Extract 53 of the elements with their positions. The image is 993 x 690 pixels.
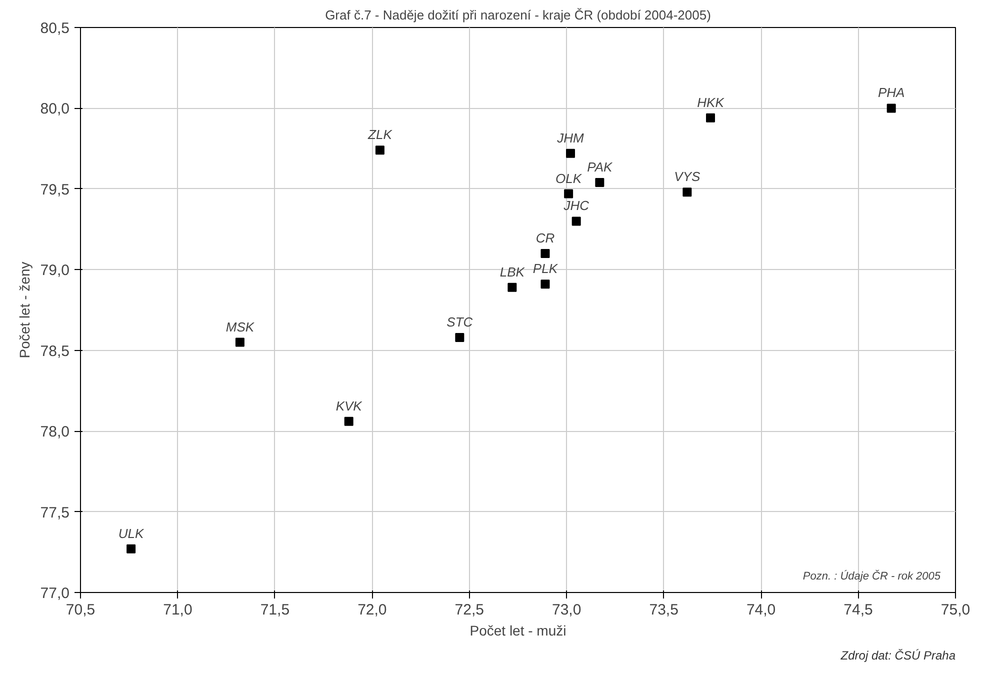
x-tick-label: 75,0 [940, 602, 970, 618]
point [508, 282, 517, 292]
annotation: HKK [697, 94, 726, 110]
point [566, 148, 575, 158]
annotation: CR [536, 230, 555, 246]
y-tick-label: 79,5 [40, 181, 70, 198]
point [595, 178, 604, 187]
y-axis-title: Počet let - ženy [16, 262, 32, 358]
x-tick-label: 71,0 [163, 602, 192, 618]
y-tick-label: 77,5 [40, 504, 70, 522]
x-tick-label: 74,5 [844, 602, 873, 618]
point [540, 249, 550, 258]
x-tick-label: 70,5 [66, 602, 96, 618]
annotation: LBK [500, 264, 526, 280]
y-tick-label: 78,0 [40, 424, 70, 441]
x-tick-label: 72,0 [358, 602, 387, 618]
x-tick-label: 73,5 [649, 602, 678, 618]
y-tick-label: 80,0 [40, 100, 70, 118]
point [375, 146, 384, 155]
y-tick-label: 79,0 [40, 262, 70, 280]
annotation: Pozn. : Údaje ČR - rok 2005 [802, 570, 942, 582]
x-tick-label: 74,0 [746, 602, 776, 618]
annotation: ZLK [367, 127, 394, 142]
annotation: PAK [587, 159, 614, 174]
x-tick-label: 72,5 [454, 602, 484, 618]
annotation: JHM [556, 130, 584, 146]
point [682, 188, 692, 197]
annotation: PLK [532, 261, 559, 276]
annotation: MSK [226, 319, 256, 334]
point [344, 416, 354, 426]
point [235, 338, 244, 347]
y-tick-label: 77,0 [40, 585, 70, 602]
annotation: PHA [878, 85, 905, 100]
point [706, 113, 715, 122]
y-tick-label: 78,5 [40, 342, 70, 360]
point [564, 189, 574, 198]
text: Zdroj dat: ČSÚ Praha [840, 648, 956, 662]
annotation: ULK [118, 526, 146, 541]
chart-title: Graf č.7 - Naděje dožití při narození - kraje ČR (období 2004-2005) [325, 8, 711, 22]
annotation: JHC [562, 198, 590, 214]
annotation: OLK [556, 170, 583, 186]
point [126, 544, 136, 554]
annotation: STC [446, 314, 474, 330]
y-tick-label: 80,5 [40, 20, 70, 37]
point [886, 104, 896, 113]
annotation: VYS [674, 169, 700, 184]
x-tick-label: 73,0 [552, 602, 582, 618]
point [572, 216, 581, 226]
point [455, 332, 464, 342]
annotation: KVK [336, 398, 364, 414]
x-tick-label: 71,5 [260, 602, 290, 618]
point [540, 280, 550, 289]
x-axis-title: Počet let - muži [470, 622, 566, 638]
